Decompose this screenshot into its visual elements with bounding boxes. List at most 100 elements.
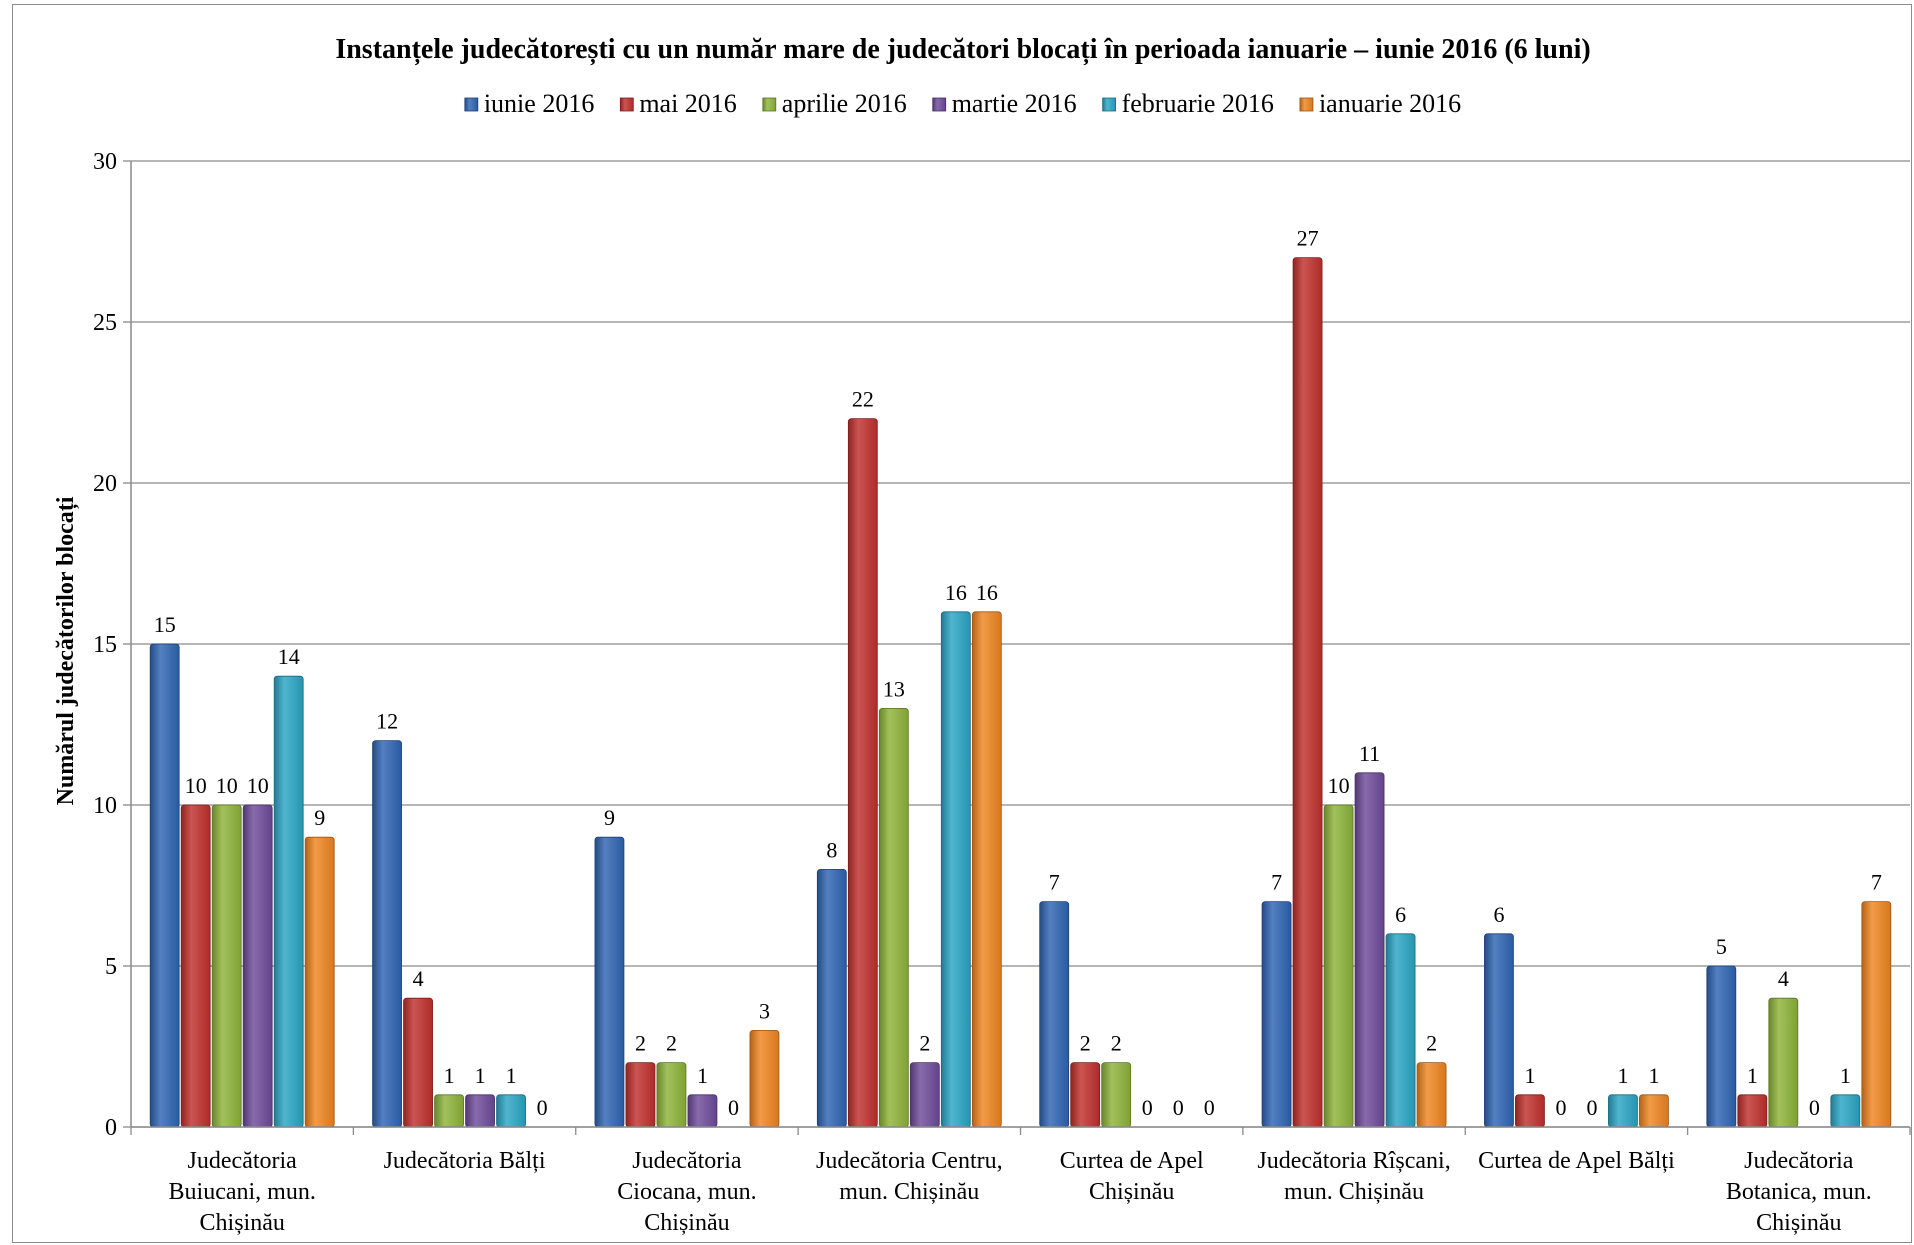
- data-label: 22: [852, 387, 874, 412]
- data-label: 13: [883, 676, 905, 701]
- data-label: 7: [1049, 870, 1060, 895]
- data-label: 16: [976, 580, 998, 605]
- legend-label: iunie 2016: [484, 89, 595, 118]
- x-category-label: mun. Chișinău: [839, 1179, 979, 1205]
- legend-label: aprilie 2016: [782, 89, 907, 118]
- data-label: 9: [604, 805, 615, 830]
- y-tick-label: 20: [93, 471, 117, 497]
- data-label: 4: [1778, 966, 1789, 991]
- bar: [1039, 901, 1070, 1128]
- data-label: 2: [666, 1031, 677, 1056]
- x-category-label: Buiucani, mun.: [169, 1179, 316, 1205]
- data-label: 2: [919, 1031, 930, 1056]
- legend-swatch: [762, 97, 777, 112]
- bar: [878, 708, 909, 1128]
- bar: [1070, 1062, 1101, 1128]
- data-label: 1: [475, 1063, 486, 1088]
- data-label: 1: [506, 1063, 517, 1088]
- bar: [372, 740, 402, 1128]
- data-label: 1: [1840, 1063, 1851, 1088]
- bar: [1323, 804, 1354, 1128]
- x-category-label: Chișinău: [644, 1210, 729, 1236]
- bar: [656, 1062, 687, 1128]
- y-tick-label: 25: [93, 310, 117, 336]
- bar: [625, 1062, 656, 1128]
- data-label: 0: [1555, 1095, 1566, 1120]
- x-category-label: Curtea de Apel Bălți: [1478, 1148, 1675, 1174]
- data-label: 12: [376, 709, 398, 734]
- data-label: 2: [1080, 1031, 1091, 1056]
- data-label: 2: [1111, 1031, 1122, 1056]
- legend-swatch: [932, 97, 947, 112]
- y-axis-ticks: 0 5 10 15 20 25 30: [93, 149, 131, 1141]
- data-label: 16: [945, 580, 967, 605]
- bar: [1861, 901, 1892, 1128]
- x-category-label: Judecătoria: [632, 1148, 742, 1174]
- data-label: 1: [1617, 1063, 1628, 1088]
- x-category-label: Chișinău: [1089, 1179, 1174, 1205]
- bar: [273, 675, 304, 1128]
- bar: [687, 1094, 718, 1128]
- y-tick-label: 15: [93, 632, 117, 658]
- data-label: 7: [1271, 870, 1282, 895]
- data-label: 0: [1809, 1095, 1820, 1120]
- bar: [1737, 1094, 1768, 1128]
- bar: [1706, 965, 1737, 1128]
- bar: [1515, 1094, 1545, 1128]
- x-category-label: Judecătoria Bălți: [384, 1148, 546, 1174]
- y-tick-label: 10: [93, 793, 117, 819]
- data-label: 1: [444, 1063, 455, 1088]
- data-label: 10: [185, 773, 207, 798]
- y-tick-label: 30: [93, 149, 117, 175]
- data-label: 1: [697, 1063, 708, 1088]
- x-category-label: Judecătoria: [188, 1148, 298, 1174]
- bar: [304, 836, 335, 1128]
- bar: [434, 1094, 464, 1128]
- legend-label: martie 2016: [952, 89, 1077, 118]
- data-label: 1: [1524, 1063, 1535, 1088]
- data-label: 8: [826, 837, 837, 862]
- bar: [971, 611, 1002, 1128]
- x-category-label: Chișinău: [200, 1210, 285, 1236]
- chart-frame: Instanțele judecătorești cu un număr mar…: [12, 4, 1912, 1243]
- legend-swatch: [464, 97, 479, 112]
- legend-swatch: [1102, 97, 1117, 112]
- legend: iunie 2016 mai 2016 aprilie 2016 martie 201…: [464, 89, 1461, 118]
- x-category-label: mun. Chișinău: [1284, 1179, 1424, 1205]
- bar: [1768, 997, 1799, 1128]
- bar: [1261, 901, 1292, 1128]
- legend-label: ianuarie 2016: [1319, 89, 1461, 118]
- data-label: 0: [537, 1095, 548, 1120]
- bar: [847, 418, 878, 1128]
- y-axis-label: Numărul judecătorilor blocați: [53, 496, 79, 805]
- bar: [1101, 1062, 1132, 1128]
- bar: [211, 804, 242, 1128]
- chart-title: Instanțele judecătorești cu un număr mar…: [335, 34, 1590, 65]
- data-label: 6: [1493, 902, 1504, 927]
- bar: [1639, 1094, 1669, 1128]
- data-label: 0: [1142, 1095, 1153, 1120]
- legend-swatch: [1299, 97, 1314, 112]
- x-category-label: Botanica, mun.: [1726, 1179, 1872, 1205]
- bar: [816, 869, 847, 1128]
- data-label: 10: [216, 773, 238, 798]
- bar: [1830, 1094, 1861, 1128]
- bar: [749, 1030, 780, 1128]
- bar: [909, 1062, 940, 1128]
- legend-label: februarie 2016: [1122, 89, 1274, 118]
- bar: [403, 997, 433, 1128]
- data-label: 0: [728, 1095, 739, 1120]
- data-label: 27: [1297, 226, 1319, 251]
- data-label: 1: [1648, 1063, 1659, 1088]
- x-category-label: Curtea de Apel: [1060, 1148, 1204, 1174]
- bar-chart: Instanțele judecătorești cu un număr mar…: [53, 34, 1911, 1236]
- data-label: 14: [278, 644, 300, 669]
- gridlines: [131, 160, 1910, 1128]
- y-tick-label: 0: [105, 1115, 117, 1141]
- bar: [940, 611, 971, 1128]
- x-category-label: Judecătoria Rîșcani,: [1257, 1148, 1450, 1174]
- x-category-label: Ciocana, mun.: [617, 1179, 756, 1205]
- axes: [130, 161, 1911, 1135]
- bars: [149, 257, 1892, 1128]
